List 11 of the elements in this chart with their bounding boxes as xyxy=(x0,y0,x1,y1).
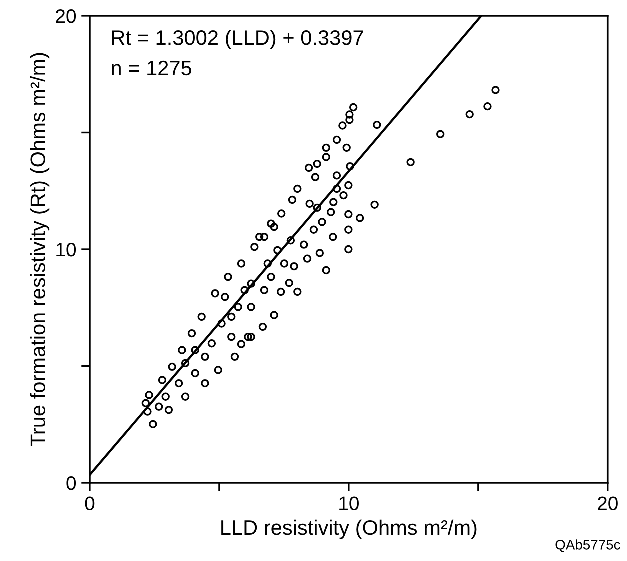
x-tick-label: 20 xyxy=(598,496,618,510)
y-axis-title: True formation resistivity (Rt) (Ohms m²/m) xyxy=(30,53,50,447)
annotation: n = 1275 xyxy=(112,60,192,76)
x-axis-title: LLD resistivity (Ohms m²/m) xyxy=(222,520,477,540)
text: QAb5775c xyxy=(556,540,620,552)
y-tick-label: 0 xyxy=(66,476,76,490)
x-tick-label: 0 xyxy=(85,496,95,510)
annotation: Rt = 1.3002 (LLD) + 0.3397 xyxy=(112,30,364,50)
y-tick-label: 10 xyxy=(56,242,76,257)
x-tick-label: 10 xyxy=(340,496,359,510)
y-tick-label: 20 xyxy=(56,9,76,24)
